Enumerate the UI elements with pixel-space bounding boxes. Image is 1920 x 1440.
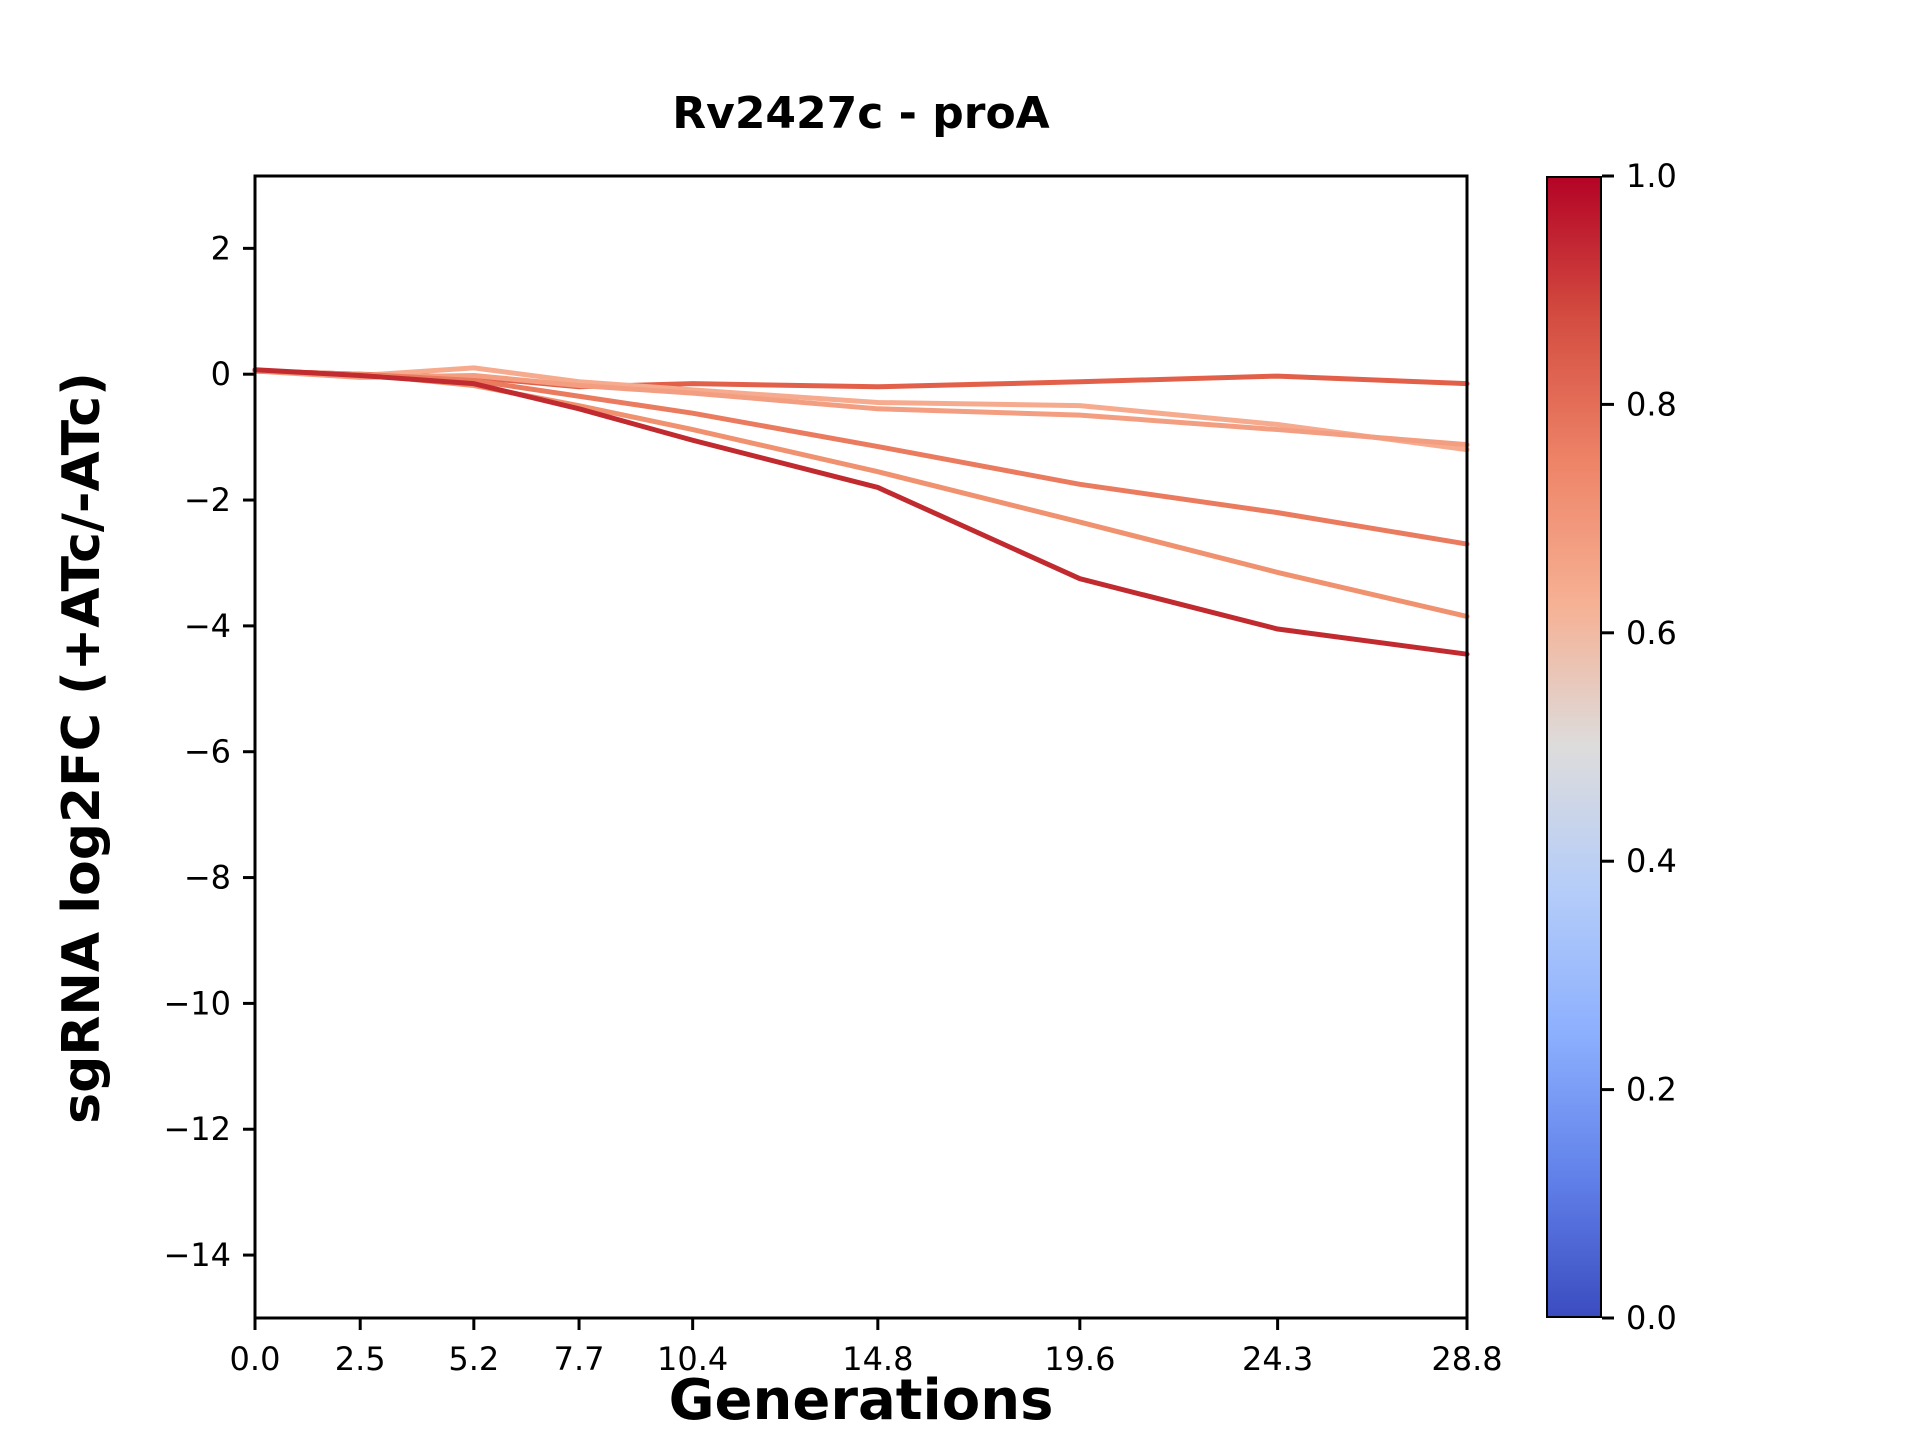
x-tick-label: 0.0 <box>230 1340 281 1378</box>
plot-frame <box>253 174 1469 1320</box>
sgrna-line <box>252 365 1470 453</box>
colorbar-tick-label: 1.0 <box>1626 157 1677 195</box>
y-tick-label: −12 <box>163 1110 231 1148</box>
colorbar-gradient <box>1546 176 1602 1318</box>
x-tick-label: 24.3 <box>1242 1340 1313 1378</box>
x-tick-label: 5.2 <box>448 1340 499 1378</box>
x-axis-label: Generations <box>668 1368 1054 1433</box>
y-tick-label: −14 <box>163 1236 231 1274</box>
sgrna-line <box>252 367 1470 657</box>
colorbar-tick-label: 0.8 <box>1626 385 1677 423</box>
colorbar-tick-label: 0.2 <box>1626 1071 1677 1109</box>
x-tick-label: 19.6 <box>1044 1340 1115 1378</box>
x-tick-label: 10.4 <box>657 1340 728 1378</box>
y-tick-label: −2 <box>184 481 231 519</box>
colorbar-tick-label: 0.0 <box>1626 1299 1677 1337</box>
y-tick-label: 0 <box>211 355 231 393</box>
chart-title: Rv2427c - proA <box>672 88 1050 139</box>
y-tick-label: −8 <box>184 859 231 897</box>
x-tick-label: 14.8 <box>842 1340 913 1378</box>
colorbar-tick-label: 0.6 <box>1626 614 1677 652</box>
y-tick-label: −10 <box>163 984 231 1022</box>
sgrna-line <box>252 368 1470 547</box>
x-tick-label: 28.8 <box>1431 1340 1502 1378</box>
y-tick-label: 2 <box>211 229 231 267</box>
y-tick-label: −6 <box>184 733 231 771</box>
y-tick-label: −4 <box>184 607 231 645</box>
x-tick-label: 2.5 <box>335 1340 386 1378</box>
x-tick-label: 7.7 <box>554 1340 605 1378</box>
colorbar-tick-label: 0.4 <box>1626 842 1677 880</box>
